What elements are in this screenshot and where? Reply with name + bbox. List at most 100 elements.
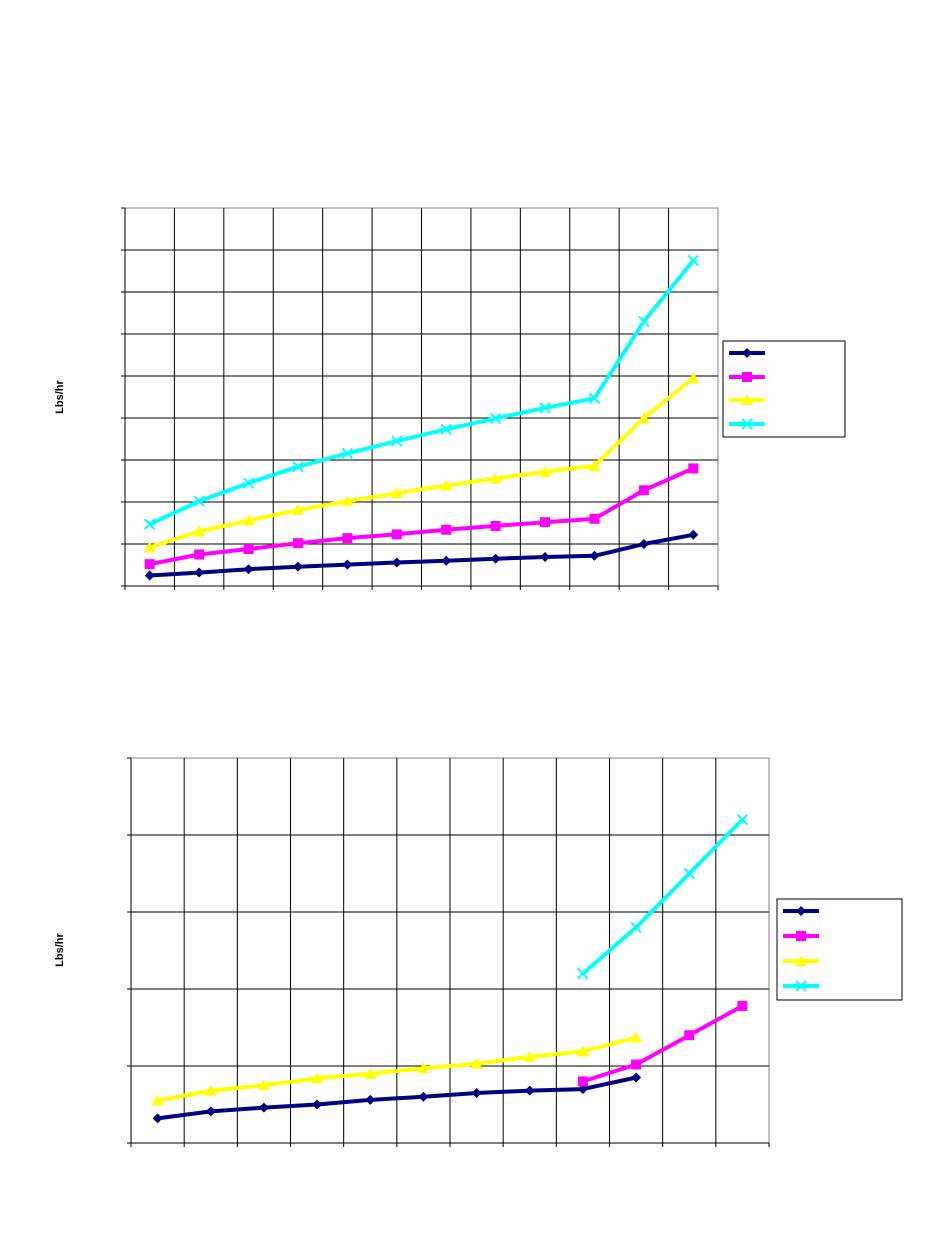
data-point — [796, 931, 806, 941]
data-point — [576, 1045, 589, 1057]
series-line — [157, 1035, 637, 1103]
data-point — [418, 1091, 429, 1102]
data-point — [741, 418, 753, 430]
data-point — [243, 544, 254, 555]
data-point — [311, 1072, 324, 1084]
chart-2: Lbs/hr — [54, 757, 903, 1147]
series-line — [149, 376, 695, 550]
data-point — [194, 549, 205, 560]
data-point — [144, 570, 155, 581]
data-point — [490, 553, 501, 564]
data-point — [144, 559, 155, 570]
data-point — [638, 315, 650, 328]
data-point — [292, 461, 304, 473]
data-point — [257, 1079, 270, 1091]
y-axis-label: Lbs/hr — [54, 379, 66, 413]
data-point — [243, 564, 254, 575]
data-point — [687, 372, 700, 384]
data-point — [637, 412, 650, 423]
data-point — [258, 1102, 269, 1113]
chart-1: Lbs/hr — [54, 207, 846, 590]
data-point — [193, 495, 205, 507]
data-point — [364, 1067, 377, 1079]
data-point — [796, 906, 806, 916]
legend-entry — [783, 906, 819, 916]
data-point — [291, 503, 304, 515]
data-point — [630, 1031, 643, 1043]
series-1 — [144, 529, 699, 581]
data-point — [736, 813, 749, 826]
series-line — [149, 466, 695, 567]
data-point — [540, 552, 551, 563]
legend — [776, 898, 903, 1001]
legend-entry — [783, 955, 819, 966]
data-point — [588, 392, 601, 404]
data-point — [391, 557, 402, 568]
series-4 — [577, 813, 749, 980]
data-point — [391, 529, 402, 540]
series-line — [149, 532, 694, 578]
data-point — [742, 348, 752, 358]
series-1 — [152, 1072, 642, 1124]
y-axis-label: Lbs/hr — [54, 932, 66, 966]
data-point — [524, 1085, 535, 1096]
data-point — [688, 463, 699, 474]
data-point — [688, 529, 699, 540]
data-point — [440, 479, 453, 491]
series-2 — [144, 463, 699, 570]
series-3 — [143, 372, 700, 553]
data-point — [638, 485, 649, 496]
data-point — [490, 520, 501, 531]
data-point — [440, 423, 452, 436]
data-point — [683, 867, 695, 880]
series-3 — [151, 1031, 643, 1106]
data-point — [417, 1062, 430, 1074]
legend-entry — [783, 980, 819, 992]
data-point — [151, 1094, 164, 1106]
data-point — [242, 477, 255, 489]
data-point — [204, 1084, 217, 1096]
data-point — [588, 459, 601, 471]
data-point — [441, 555, 452, 566]
series-line — [148, 259, 695, 527]
data-point — [795, 955, 807, 966]
data-point — [577, 1084, 588, 1095]
data-point — [292, 561, 303, 572]
data-point — [193, 525, 206, 537]
legend-entry — [729, 372, 765, 382]
data-point — [292, 538, 303, 549]
series-line — [582, 1004, 744, 1084]
data-point — [312, 1099, 323, 1110]
data-point — [539, 465, 552, 477]
data-point — [143, 541, 156, 553]
legend-entry — [729, 348, 765, 358]
data-point — [589, 550, 600, 561]
data-point — [589, 513, 600, 524]
data-point — [242, 514, 255, 526]
data-point — [365, 1094, 376, 1105]
data-point — [742, 372, 752, 382]
legend-entry — [783, 931, 819, 941]
data-point — [523, 1050, 536, 1062]
data-point — [631, 1059, 642, 1070]
data-point — [737, 1000, 748, 1011]
legend-entry — [729, 394, 765, 405]
data-point — [470, 1057, 483, 1069]
data-point — [489, 472, 502, 484]
data-point — [539, 402, 551, 414]
series-2 — [577, 1000, 748, 1087]
data-point — [144, 518, 156, 530]
data-point — [390, 487, 403, 499]
data-point — [341, 495, 354, 507]
data-point — [684, 1030, 695, 1041]
data-point — [630, 921, 642, 934]
data-point — [342, 533, 353, 544]
data-point — [741, 394, 753, 405]
data-point — [441, 524, 452, 535]
series-line — [157, 1075, 637, 1121]
data-point — [342, 559, 353, 570]
data-point — [687, 254, 699, 267]
data-point — [194, 567, 205, 578]
data-point — [540, 517, 551, 528]
data-point — [577, 1076, 588, 1087]
